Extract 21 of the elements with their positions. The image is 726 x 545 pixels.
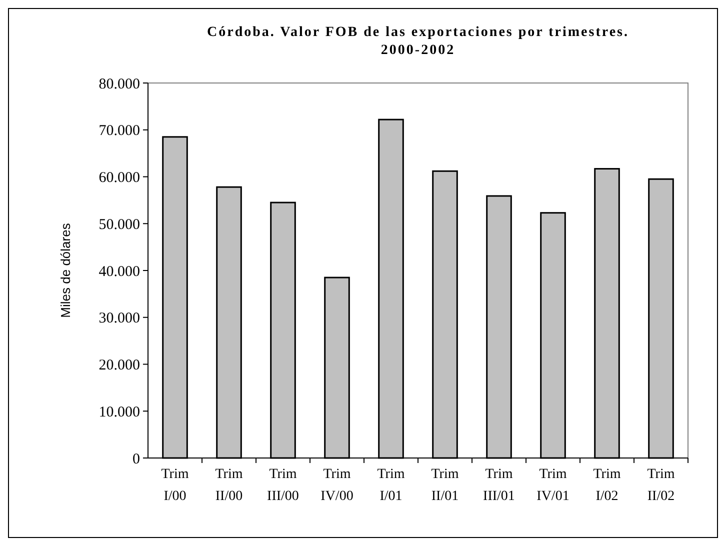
y-tick-label: 0 xyxy=(132,451,140,468)
chart-title: Córdoba. Valor FOB de las exportaciones por trimestres. 2000-2002 xyxy=(207,25,629,58)
y-tick-label: 60.000 xyxy=(98,170,140,186)
x-tick-label: Trim II/00 xyxy=(215,467,243,504)
x-tick-label: Trim I/00 xyxy=(161,467,189,504)
x-tick-label: Trim II/01 xyxy=(431,467,459,504)
x-tick-label: Trim I/01 xyxy=(377,467,405,504)
x-tick-label: Trim II/02 xyxy=(647,467,675,504)
y-tick-label: 40.000 xyxy=(98,264,140,280)
x-tick-label: Trim III/00 xyxy=(267,467,299,504)
y-tick-label: 20.000 xyxy=(98,358,140,374)
y-tick-label: 50.000 xyxy=(98,216,140,233)
y-tick-label: 80.000 xyxy=(98,76,140,92)
y-axis-title: Miles de dólares xyxy=(58,222,73,318)
y-tick-label: 10.000 xyxy=(98,404,140,420)
x-tick-label: Trim III/01 xyxy=(483,467,515,504)
y-tick-label: 70.000 xyxy=(98,123,140,140)
x-tick-label: Trim IV/00 xyxy=(320,467,354,504)
x-tick-label: Trim IV/01 xyxy=(536,467,570,504)
y-tick-label: 30.000 xyxy=(98,310,140,327)
x-tick-label: Trim I/02 xyxy=(593,467,621,504)
